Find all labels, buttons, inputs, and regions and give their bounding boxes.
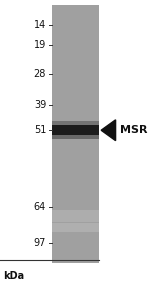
Text: 28: 28: [34, 69, 46, 79]
Text: kDa: kDa: [3, 272, 24, 281]
Text: 51: 51: [34, 125, 46, 135]
FancyBboxPatch shape: [52, 125, 99, 135]
FancyBboxPatch shape: [52, 223, 99, 232]
Text: MSR: MSR: [120, 125, 147, 135]
FancyBboxPatch shape: [52, 5, 99, 263]
Polygon shape: [101, 120, 116, 141]
FancyBboxPatch shape: [52, 121, 99, 125]
Text: 97: 97: [34, 238, 46, 248]
FancyBboxPatch shape: [52, 210, 99, 222]
Text: 14: 14: [34, 20, 46, 30]
Text: 19: 19: [34, 40, 46, 50]
Text: 39: 39: [34, 100, 46, 110]
Text: 64: 64: [34, 202, 46, 212]
FancyBboxPatch shape: [52, 135, 99, 140]
